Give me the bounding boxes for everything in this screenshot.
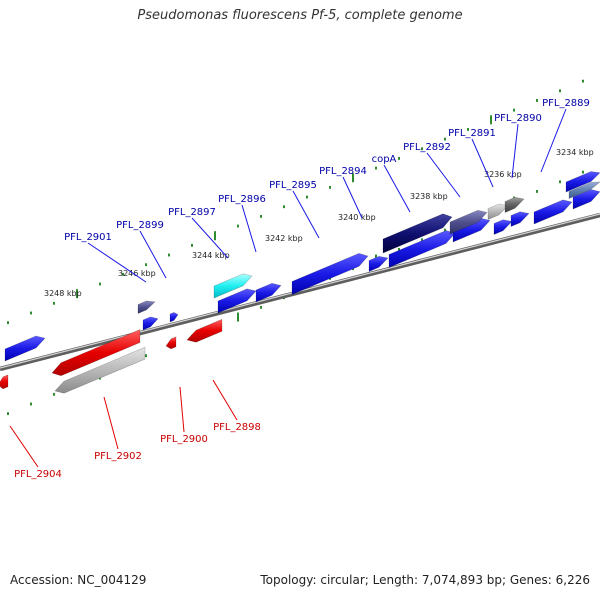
gene-arrow-forward bbox=[255, 282, 282, 303]
scale-label: 3234 kbp bbox=[556, 148, 594, 157]
gene-arrow-forward bbox=[169, 311, 179, 323]
gene-arrow-forward bbox=[572, 189, 600, 210]
gene-label-forward: PFL_2894 bbox=[319, 166, 367, 177]
gene-label-leader bbox=[9, 425, 39, 468]
gene-label-leader bbox=[87, 242, 147, 283]
gene-arrow-forward bbox=[493, 219, 513, 235]
gene-arrow-forward bbox=[4, 335, 46, 362]
gene-label-forward: PFL_2897 bbox=[168, 207, 216, 218]
gene-label-forward: PFL_2890 bbox=[494, 113, 542, 124]
gene-arrow-forward bbox=[388, 230, 456, 268]
gene-arrow-reverse bbox=[0, 374, 9, 390]
gene-arrow-reverse bbox=[165, 336, 177, 350]
scale-label: 3242 kbp bbox=[265, 234, 303, 243]
backbone-line bbox=[0, 212, 600, 372]
gene-label-leader bbox=[342, 176, 363, 219]
scale-label: 3238 kbp bbox=[410, 192, 448, 201]
gene-label-leader bbox=[191, 217, 229, 259]
scale-label: 3244 kbp bbox=[192, 251, 230, 260]
gene-feature-secondary bbox=[137, 300, 156, 314]
gene-label-leader bbox=[426, 152, 461, 198]
gene-label-leader bbox=[292, 190, 320, 239]
gene-label-leader bbox=[241, 204, 257, 253]
scale-labels: 3248 kbp 3246 kbp 3244 kbp 3242 kbp 3240 kbp… bbox=[44, 148, 594, 298]
gene-label-leader bbox=[139, 230, 167, 279]
gene-label-forward: PFL_2901 bbox=[64, 232, 112, 243]
gene-feature-secondary bbox=[565, 171, 600, 193]
gene-label-leader bbox=[103, 396, 119, 450]
scale-label: 3246 kbp bbox=[118, 269, 156, 278]
gene-label-leader bbox=[179, 386, 185, 433]
gene-feature-secondary bbox=[504, 196, 525, 213]
gene-feature-secondary bbox=[487, 203, 509, 220]
gene-arrow-reverse bbox=[186, 318, 223, 343]
gene-feature-secondary bbox=[382, 213, 453, 254]
scale-label: 3240 kbp bbox=[338, 213, 376, 222]
gene-arrow-reverse bbox=[51, 329, 141, 377]
gene-label-leader bbox=[511, 123, 519, 179]
gene-label-reverse: PFL_2902 bbox=[94, 451, 142, 462]
gene-label-reverse: PFL_2904 bbox=[14, 469, 62, 480]
gene-label-leader bbox=[540, 108, 567, 173]
gene-label-forward: PFL_2891 bbox=[448, 128, 496, 139]
gene-feature-secondary bbox=[449, 209, 488, 235]
gene-label-forward: PFL_2895 bbox=[269, 180, 317, 191]
gene-label-reverse: PFL_2900 bbox=[160, 434, 208, 445]
gene-labels: PFL_2901 PFL_2899 PFL_2897PFL_2896PFL_2895… bbox=[9, 98, 590, 480]
gene-label-reverse: PFL_2898 bbox=[213, 422, 261, 433]
gene-arrow-forward bbox=[510, 211, 530, 227]
gene-arrow-forward bbox=[142, 316, 159, 331]
gene-label-forward: PFL_2889 bbox=[542, 98, 590, 109]
map-title: Pseudomonas fluorescens Pf-5, complete g… bbox=[137, 8, 463, 23]
scale-label: 3236 kbp bbox=[484, 170, 522, 179]
gene-label-forward: copA bbox=[372, 154, 397, 165]
gene-label-leader bbox=[212, 379, 238, 421]
scale-label: 3248 kbp bbox=[44, 289, 82, 298]
gene-features bbox=[0, 171, 600, 394]
gene-label-leader bbox=[471, 138, 494, 188]
gene-feature-secondary bbox=[568, 181, 600, 199]
gene-arrow-forward bbox=[368, 255, 389, 272]
gene-label-leader bbox=[383, 164, 411, 213]
gene-arrow-forward bbox=[291, 253, 369, 295]
accession-text: Accession: NC_004129 bbox=[10, 573, 147, 587]
gene-arrow-forward bbox=[533, 199, 573, 225]
gene-label-forward: PFL_2892 bbox=[403, 142, 451, 153]
gene-label-forward: PFL_2896 bbox=[218, 194, 266, 205]
gene-arrow-forward bbox=[217, 288, 257, 314]
gene-feature-secondary bbox=[213, 273, 253, 299]
gene-feature-secondary bbox=[54, 346, 146, 394]
gene-label-forward: PFL_2899 bbox=[116, 220, 164, 231]
topology-text: Topology: circular; Length: 7,074,893 bp… bbox=[260, 573, 590, 587]
